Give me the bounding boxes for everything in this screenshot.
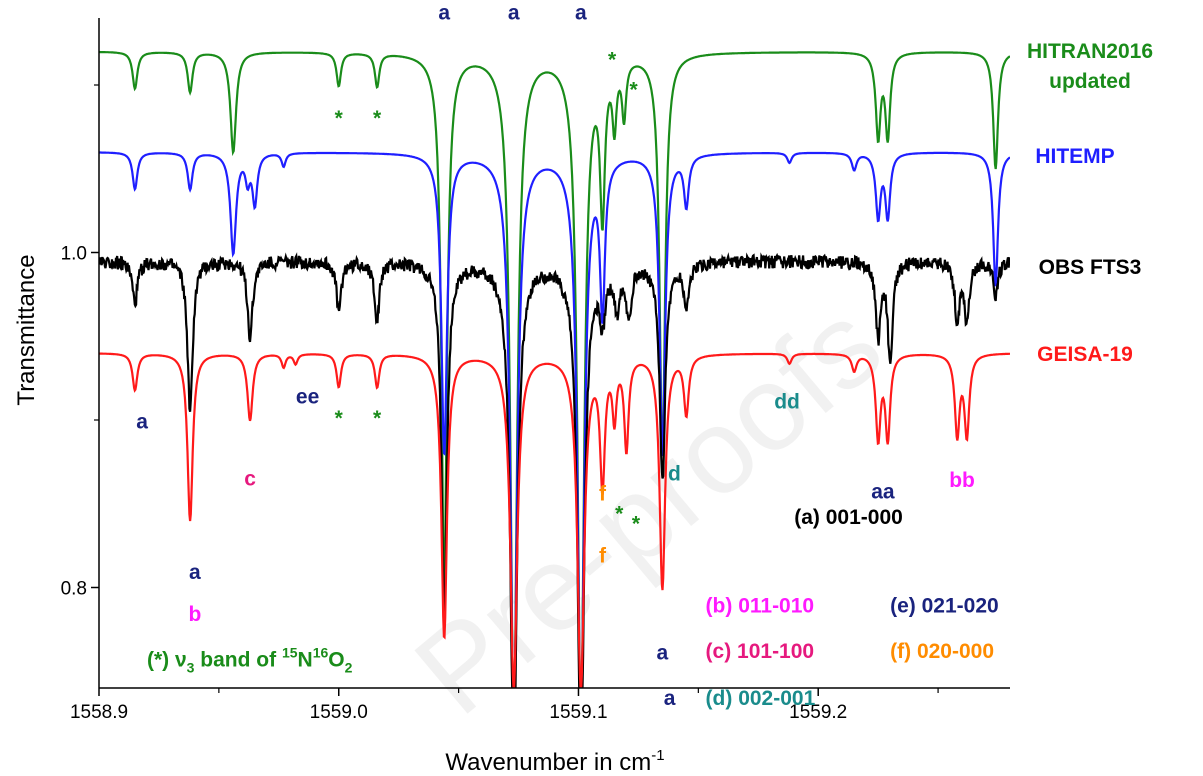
series-label-1: HITEMP [1035,145,1114,168]
band-annotation: * [632,513,641,536]
y-tick-label: 1.0 [61,244,87,265]
axes-frame [98,18,1010,689]
band-annotation: d [668,462,681,485]
series-label-2: OBS FTS3 [1039,256,1142,279]
band-annotation: a [575,2,587,25]
band-annotation: * [373,407,382,430]
legend-entry: (f) 020-000 [890,640,994,663]
legend-entry: (d) 002-001 [706,687,816,710]
band-annotation: a [664,687,676,710]
x-axis-label: Wavenumber in cm-1 [445,747,664,776]
series-line-2 [99,252,1010,688]
band-annotation: aa [871,481,895,504]
band-legend: (a) 001-000 (b) 011-010 (e) 021-020 (c) 101… [706,506,999,710]
legend-entry: (e) 021-020 [890,595,999,618]
legend-entry: (a) 001-000 [794,506,903,529]
band-annotation: a [657,642,669,665]
band-annotation: * [373,107,382,130]
band-annotation: bb [949,469,975,492]
band-annotation: b [188,603,201,626]
band-annotation: a [508,2,520,25]
x-tick-label: 1559.0 [310,702,368,723]
x-axis-label-unit-exponent: -1 [651,747,664,764]
band-annotation: c [244,467,256,490]
band-annotation: f [599,482,607,505]
band-annotation: * [615,503,624,526]
x-axis-label-text: Wavenumber in cm [445,749,651,776]
band-annotation: a [136,410,148,433]
series-label-3: GEISA-19 [1037,343,1133,366]
band-annotation: * [630,79,639,102]
y-tick-label: 0.8 [61,579,87,600]
plot-area [99,50,1010,688]
band-annotation: * [608,49,617,72]
series-label-0: HITRAN2016 updated [1027,40,1153,93]
band-annotation: dd [774,390,800,413]
series-labels: HITRAN2016 updated HITEMP OBS FTS3 GEISA-19 [1027,40,1153,366]
band-note: (*) ν3 band of 15N16O2 [147,645,353,676]
band-annotation: * [335,407,344,430]
series-line-3 [99,352,1010,688]
x-tick-label: 1559.1 [549,702,607,723]
band-annotation: ee [296,385,319,408]
band-annotation: * [335,107,344,130]
axis-ticks: 1558.9 1559.0 1559.1 1559.2 1.0 0.8 [61,84,939,723]
legend-entry: (c) 101-100 [706,640,815,663]
band-annotation: f [599,544,607,567]
band-annotation: a [438,2,450,25]
legend-entry: (b) 011-010 [706,595,815,618]
band-annotation: a [189,561,201,584]
x-tick-label: 1558.9 [70,702,128,723]
series-line-0 [99,50,1010,688]
x-tick-label: 1559.2 [789,702,847,723]
series-line-1 [99,151,1010,688]
y-axis-label: Transmittance [13,254,40,405]
